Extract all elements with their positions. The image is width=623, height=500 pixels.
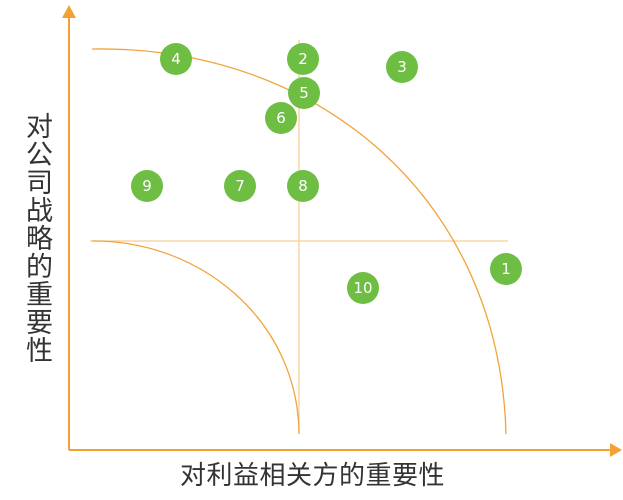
bubble-label: 2 bbox=[298, 50, 308, 68]
bubble-circle bbox=[386, 51, 418, 83]
bubble-label: 3 bbox=[397, 58, 407, 76]
topic-bubble: 6 bbox=[265, 102, 297, 134]
bubble-label: 6 bbox=[276, 109, 286, 127]
x-axis-label: 对利益相关方的重要性 bbox=[180, 461, 446, 491]
bubble-circle bbox=[131, 170, 163, 202]
bubble-circle bbox=[490, 253, 522, 285]
bubble-label: 1 bbox=[501, 260, 511, 278]
x-axis-arrow bbox=[610, 443, 622, 457]
y-axis-arrow bbox=[62, 5, 76, 18]
topic-bubble: 5 bbox=[288, 77, 320, 109]
topic-bubble: 9 bbox=[131, 170, 163, 202]
topic-bubble: 3 bbox=[386, 51, 418, 83]
topic-bubble: 8 bbox=[287, 170, 319, 202]
bubble-circle bbox=[224, 170, 256, 202]
bubble-label: 8 bbox=[298, 177, 308, 195]
bubble-circle bbox=[347, 272, 379, 304]
topic-bubble: 10 bbox=[347, 272, 379, 304]
topic-bubble: 4 bbox=[160, 43, 192, 75]
topic-bubble: 1 bbox=[490, 253, 522, 285]
topic-bubble: 7 bbox=[224, 170, 256, 202]
inner-curve bbox=[91, 240, 300, 435]
topic-bubble: 2 bbox=[287, 43, 319, 75]
bubble-label: 5 bbox=[299, 84, 309, 102]
y-axis-label: 对公司战略的重要性 bbox=[21, 112, 52, 364]
bubble-circle bbox=[265, 102, 297, 134]
bubble-label: 9 bbox=[142, 177, 152, 195]
bubble-label: 10 bbox=[353, 279, 372, 297]
bubble-label: 7 bbox=[235, 177, 245, 195]
bubble-circle bbox=[288, 77, 320, 109]
bubble-label: 4 bbox=[171, 50, 181, 68]
bubble-circle bbox=[160, 43, 192, 75]
bubble-circle bbox=[287, 170, 319, 202]
bubble-circle bbox=[287, 43, 319, 75]
